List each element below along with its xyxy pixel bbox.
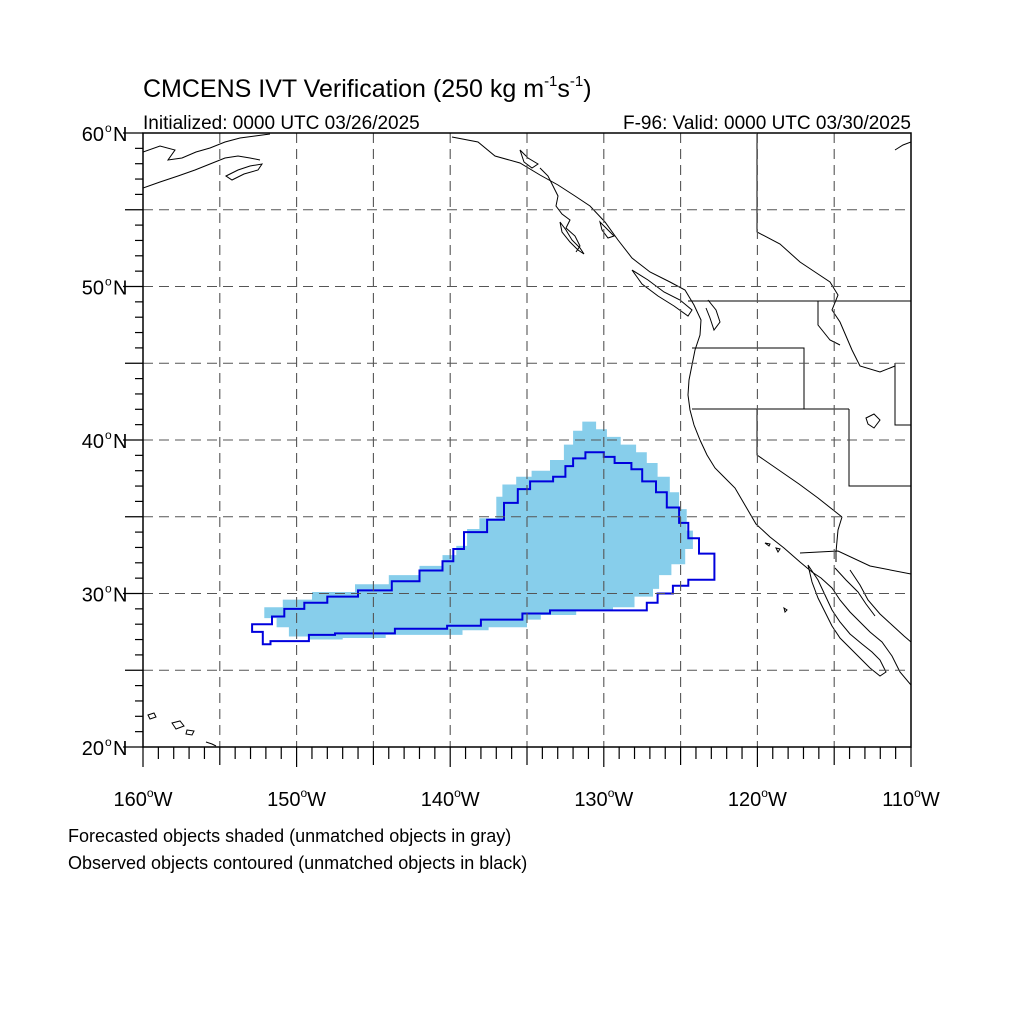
figure-title: CMCENS IVT Verification (250 kg m-1s-1) [143,73,592,103]
footnote-forecast: Forecasted objects shaded (unmatched obj… [68,826,511,846]
lat-suffix: N [113,431,127,453]
footnote-observed: Observed objects contoured (unmatched ob… [68,853,527,873]
lat-label: 30 [82,585,104,607]
lat-degree-mark: o [105,428,112,442]
lon-label: 130oW [574,786,633,811]
lon-label: 160oW [114,786,173,811]
observed-contour [251,451,716,646]
lat-label: 40 [82,431,104,453]
init-time-label: Initialized: 0000 UTC 03/26/2025 [143,113,420,134]
observed-object [251,451,716,646]
forecast-object [264,421,693,640]
lat-label: 60 [82,124,104,146]
lon-label: 150oW [267,786,326,811]
lat-degree-mark: o [105,735,112,749]
lat-suffix: N [113,124,127,146]
lat-suffix: N [113,278,127,300]
lat-suffix: N [113,585,127,607]
lat-label: 50 [82,278,104,300]
forecast-shade [264,421,693,640]
axis-ticks [123,132,912,767]
graticule [143,133,911,747]
lat-suffix: N [113,738,127,760]
map-area [143,133,911,747]
valid-time-label: F-96: Valid: 0000 UTC 03/30/2025 [623,113,911,134]
lon-label: 140oW [421,786,480,811]
lat-label: 20 [82,738,104,760]
lat-degree-mark: o [105,275,112,289]
lat-degree-mark: o [105,582,112,596]
lon-label: 120oW [728,786,787,811]
lat-degree-mark: o [105,121,112,135]
lon-label: 110oW [882,786,940,811]
